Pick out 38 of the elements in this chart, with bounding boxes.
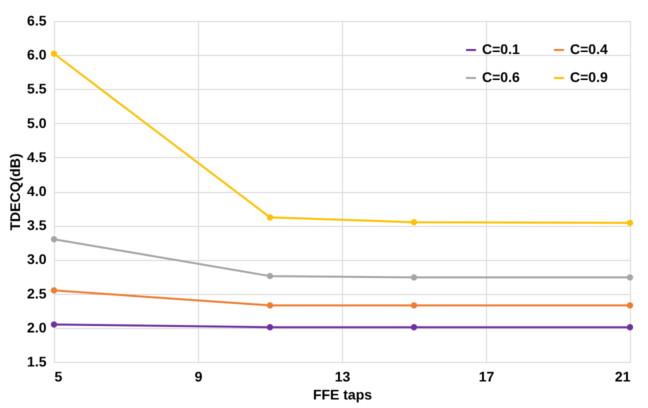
- y-tick-label: 3.5: [27, 217, 47, 234]
- point: [410, 274, 418, 281]
- x-axis-title: FFE taps: [312, 386, 372, 402]
- x-tick-label: 17: [478, 368, 494, 384]
- x-tick-label: 5: [54, 368, 62, 384]
- point: [50, 321, 58, 328]
- y-tick-label: 3.0: [27, 251, 47, 268]
- y-tick-label: 4.0: [27, 183, 47, 199]
- point: [50, 287, 58, 294]
- x-tick-label: 13: [334, 368, 350, 384]
- y-tick-label: 6.5: [27, 12, 47, 28]
- point: [410, 324, 418, 330]
- point: [50, 236, 58, 242]
- point: [626, 302, 634, 309]
- y-tick-label: 2.0: [27, 319, 47, 336]
- point: [266, 324, 274, 330]
- y-tick-label: 5.5: [27, 80, 47, 97]
- y-tick-label: 4.5: [27, 148, 47, 165]
- legend-label: C=0.9: [570, 69, 608, 85]
- y-axis-title: TDECQ(dB): [7, 154, 24, 230]
- y-tick-label: 2.5: [27, 285, 47, 302]
- point: [410, 302, 418, 309]
- x-tick-label: 9: [194, 368, 203, 384]
- legend-label: C=0.1: [482, 41, 520, 57]
- y-tick-label: 1.5: [27, 354, 47, 370]
- point: [50, 50, 58, 57]
- point: [626, 324, 634, 330]
- point: [266, 272, 274, 280]
- legend-label: C=0.4: [570, 41, 608, 57]
- point: [626, 220, 634, 226]
- point: [410, 219, 418, 226]
- point: [626, 274, 634, 281]
- point: [266, 214, 274, 221]
- y-tick-label: 6.0: [27, 46, 47, 63]
- point: [266, 302, 274, 309]
- legend-label: C=0.6: [482, 69, 520, 85]
- y-tick-label: 5.0: [27, 114, 47, 131]
- x-tick-label: 21: [614, 368, 631, 384]
